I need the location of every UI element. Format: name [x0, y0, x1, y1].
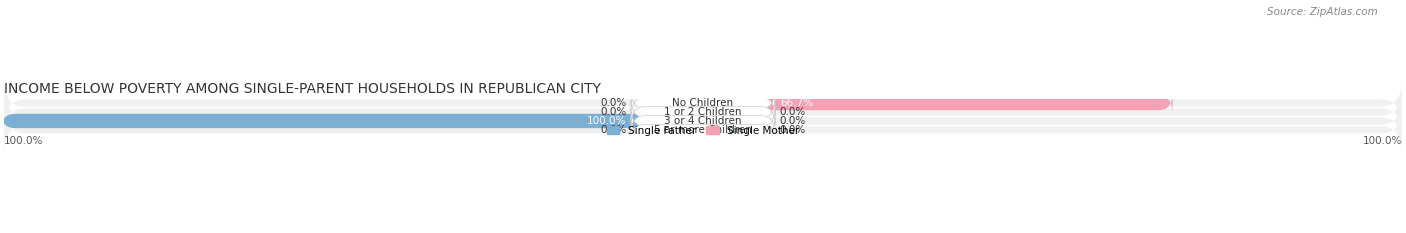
FancyBboxPatch shape [700, 92, 1173, 114]
Text: 3 or 4 Children: 3 or 4 Children [664, 116, 742, 126]
FancyBboxPatch shape [631, 90, 775, 116]
FancyBboxPatch shape [4, 80, 1402, 126]
Text: 0.0%: 0.0% [780, 107, 806, 117]
Text: 0.0%: 0.0% [780, 125, 806, 135]
Text: 0.0%: 0.0% [600, 98, 626, 108]
FancyBboxPatch shape [4, 98, 1402, 144]
Text: 0.0%: 0.0% [600, 125, 626, 135]
FancyBboxPatch shape [631, 108, 775, 134]
Text: 100.0%: 100.0% [1362, 136, 1402, 146]
FancyBboxPatch shape [1, 110, 706, 132]
FancyBboxPatch shape [4, 107, 1402, 153]
Text: 66.7%: 66.7% [780, 98, 813, 108]
Text: Source: ZipAtlas.com: Source: ZipAtlas.com [1267, 7, 1378, 17]
FancyBboxPatch shape [631, 117, 775, 143]
Text: 5 or more Children: 5 or more Children [654, 125, 752, 135]
Text: 1 or 2 Children: 1 or 2 Children [664, 107, 742, 117]
Text: INCOME BELOW POVERTY AMONG SINGLE-PARENT HOUSEHOLDS IN REPUBLICAN CITY: INCOME BELOW POVERTY AMONG SINGLE-PARENT… [4, 82, 602, 96]
Text: 0.0%: 0.0% [600, 107, 626, 117]
Text: 100.0%: 100.0% [586, 116, 626, 126]
FancyBboxPatch shape [4, 89, 1402, 135]
Text: 100.0%: 100.0% [4, 136, 44, 146]
FancyBboxPatch shape [631, 99, 775, 125]
Legend: Single Father, Single Mother: Single Father, Single Mother [607, 126, 799, 136]
Text: No Children: No Children [672, 98, 734, 108]
Text: 0.0%: 0.0% [780, 116, 806, 126]
